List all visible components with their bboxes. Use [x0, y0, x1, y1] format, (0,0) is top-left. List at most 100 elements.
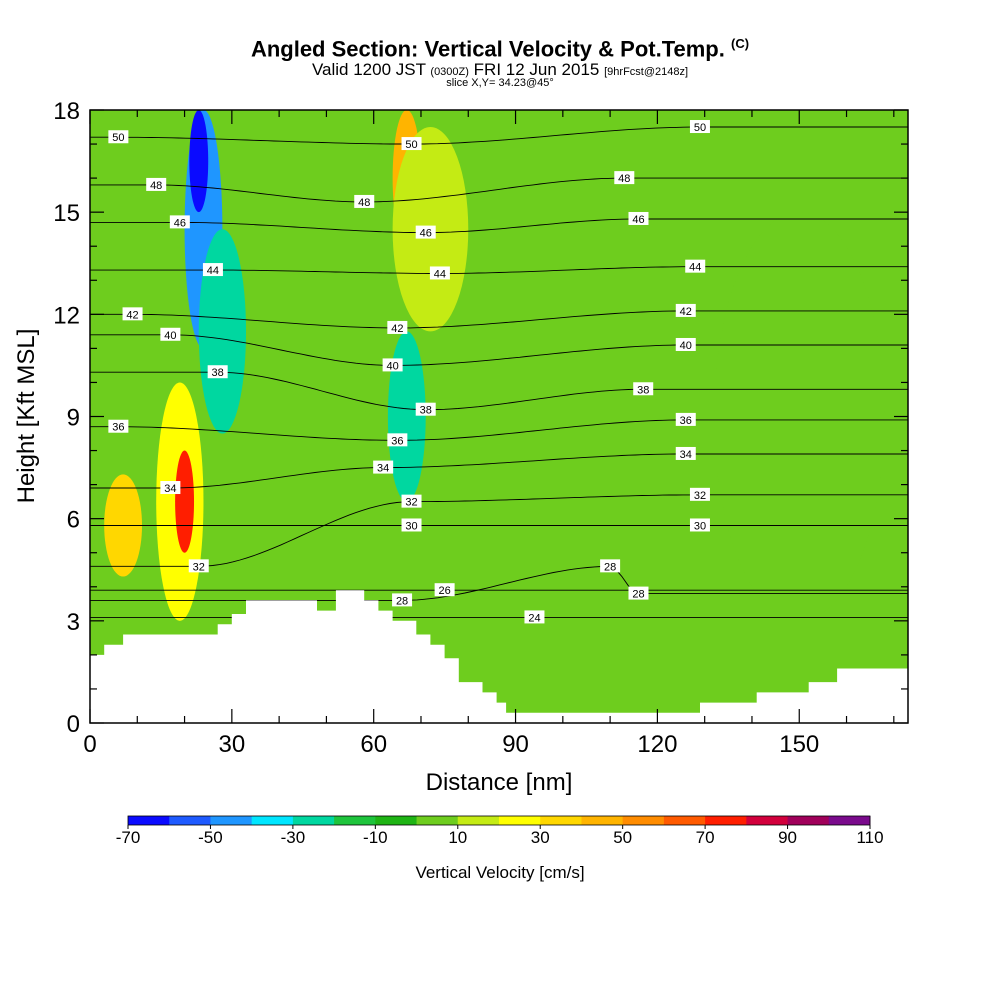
contour-label-box	[614, 171, 635, 185]
contour-label-40: 40	[386, 360, 398, 372]
contour-label-48: 48	[618, 173, 630, 185]
contour-label-box	[628, 211, 649, 225]
x-tick-label: 150	[779, 731, 819, 758]
velocity-region-updraft-west-core	[175, 450, 195, 553]
contour-label-box	[401, 518, 422, 532]
contour-label-30: 30	[694, 520, 706, 532]
contour-label-34: 34	[164, 483, 176, 495]
chart-title-text: Angled Section: Vertical Velocity & Pot.…	[250, 36, 725, 62]
contour-label-box	[675, 412, 696, 426]
x-tick-label: 60	[360, 731, 387, 758]
theta-contour-44	[90, 266, 908, 274]
contour-label-box	[108, 419, 129, 433]
colorbar-tick-label: -30	[281, 828, 306, 847]
contour-label-32: 32	[694, 490, 706, 502]
colorbar-segment	[540, 816, 582, 825]
contour-label-box	[675, 303, 696, 317]
contour-labels: 50 50 50 48 48 48 46 46 46 44 44 44 42 42 42 40 40 40 38 38…	[108, 120, 710, 624]
contour-label-box	[689, 518, 710, 532]
colorbar-segment	[787, 816, 830, 825]
colorbar-segment	[169, 816, 211, 825]
colorbar-segment	[210, 816, 253, 825]
theta-contour-50	[90, 126, 908, 145]
contour-label-box	[429, 266, 450, 280]
contour-label-28: 28	[604, 561, 616, 573]
contour-label-box	[392, 593, 413, 607]
contour-label-box	[675, 446, 696, 460]
contour-label-box	[373, 460, 394, 474]
contour-label-box	[160, 481, 181, 495]
contour-label-box	[415, 225, 436, 239]
contour-label-box	[122, 307, 143, 321]
contour-label-36: 36	[112, 422, 124, 434]
contour-label-box	[600, 559, 621, 573]
x-tick-label: 0	[83, 731, 96, 758]
contour-label-box	[202, 263, 223, 277]
contour-label-50: 50	[694, 122, 706, 134]
subtitle-date: FRI 12 Jun 2015	[473, 60, 600, 79]
colorbar-tick-label: -50	[198, 828, 223, 847]
chart-title-unit: (C)	[731, 36, 750, 51]
contour-label-32: 32	[405, 497, 417, 509]
slice-label: slice X,Y= 34.23@45°	[446, 77, 554, 89]
contour-label-34: 34	[680, 449, 692, 461]
contour-label-box	[689, 120, 710, 134]
theta-contour-48	[90, 177, 908, 203]
contour-label-32: 32	[193, 561, 205, 573]
velocity-region-downdraft-upper-core	[189, 110, 209, 213]
contour-label-50: 50	[405, 139, 417, 151]
contour-label-box	[685, 259, 706, 273]
contour-label-box	[401, 494, 422, 508]
contour-label-38: 38	[637, 384, 649, 396]
colorbar: -70 -50 -30 -10 10 30 50 70 90 110	[116, 815, 884, 847]
subtitle-utc: (0300Z)	[430, 66, 469, 78]
contour-label-46: 46	[420, 228, 432, 240]
contour-label-34: 34	[377, 463, 389, 475]
contour-label-box	[387, 320, 408, 334]
y-tick-label: 9	[67, 405, 80, 432]
contour-label-box	[169, 215, 190, 229]
contour-label-box	[207, 365, 228, 379]
colorbar-tick-label: 110	[856, 828, 883, 847]
contour-label-44: 44	[434, 268, 446, 280]
contour-label-28: 28	[632, 589, 644, 601]
contour-label-44: 44	[689, 262, 701, 274]
contour-label-box	[387, 433, 408, 447]
y-tick-label: 0	[67, 711, 80, 738]
colorbar-tick-label: 10	[448, 828, 467, 847]
colorbar-title: Vertical Velocity [cm/s]	[415, 863, 585, 882]
contour-label-46: 46	[632, 214, 644, 226]
contour-label-box	[354, 194, 375, 208]
contour-label-box	[524, 610, 545, 624]
theta-contour-34	[90, 453, 908, 489]
colorbar-segment	[746, 816, 789, 825]
contour-label-24: 24	[528, 612, 540, 624]
contour-label-26: 26	[438, 585, 450, 597]
contour-label-36: 36	[680, 415, 692, 427]
chart-title: Angled Section: Vertical Velocity & Pot.…	[0, 36, 1000, 62]
colorbar-segment	[292, 816, 335, 825]
colorbar-segment	[334, 816, 376, 825]
theta-contour-28	[90, 565, 908, 601]
contour-label-box	[628, 586, 649, 600]
colorbar-segment	[251, 816, 294, 825]
contour-label-36: 36	[391, 435, 403, 447]
contour-label-30: 30	[405, 520, 417, 532]
subtitle-forecast: [9hrFcst@2148z]	[604, 66, 689, 78]
colorbar-segment	[663, 816, 706, 825]
contour-label-40: 40	[164, 330, 176, 342]
contour-label-box	[382, 358, 403, 372]
terrain	[90, 590, 908, 723]
contour-label-box	[675, 337, 696, 351]
contour-label-42: 42	[126, 309, 138, 321]
velocity-field	[90, 110, 908, 723]
theta-contour-42	[90, 310, 908, 329]
contour-label-28: 28	[396, 595, 408, 607]
colorbar-tick-label: 30	[531, 828, 550, 847]
colorbar-tick-label: 90	[778, 828, 797, 847]
x-tick-label: 90	[502, 731, 529, 758]
contour-label-box	[633, 382, 654, 396]
colorbar-tick-label: 70	[696, 828, 715, 847]
colorbar-tick-label: -70	[116, 828, 141, 847]
